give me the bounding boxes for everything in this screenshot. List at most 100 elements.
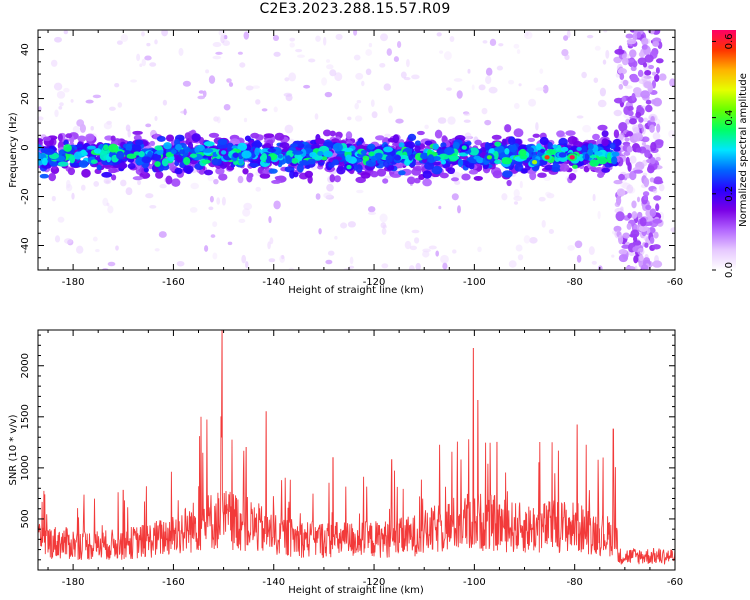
spectrogram-cell <box>597 156 608 165</box>
spectrogram-cell <box>624 137 630 142</box>
spectrogram-cell <box>207 175 215 182</box>
spectrogram-cell <box>592 193 596 202</box>
spectrogram-cell <box>165 175 173 185</box>
spectrogram-cell <box>154 39 158 45</box>
spectrogram-cell <box>248 162 260 168</box>
spectrogram-cell <box>107 261 116 267</box>
spectrogram-cell <box>263 133 275 139</box>
spectrogram-cell <box>208 132 220 138</box>
spectrogram-cell <box>637 69 644 78</box>
spectrogram-cell <box>463 112 471 117</box>
spectrogram-cell <box>162 99 168 106</box>
spectrogram-cell <box>481 107 488 115</box>
spectrogram-cell <box>649 236 655 244</box>
spectrogram-y-label: Frequency (Hz) <box>8 112 19 188</box>
spectrogram-cell <box>239 62 246 68</box>
spectrogram-cell <box>144 55 152 61</box>
spectrogram-cell <box>518 83 522 87</box>
spectrogram-cell <box>292 150 304 155</box>
y-tick-label: -40 <box>20 237 31 253</box>
spectrogram-cell <box>154 248 160 252</box>
spectrogram-cell <box>406 176 416 185</box>
spectrogram-cell <box>273 106 278 113</box>
spectrogram-cell <box>626 131 634 137</box>
spectrogram-cell <box>501 138 507 147</box>
spectrogram-cell <box>48 172 57 182</box>
spectrogram-cell <box>141 58 147 67</box>
spectrogram-cell <box>308 58 316 63</box>
spectrogram-cell <box>241 254 247 264</box>
spectrogram-cell <box>117 102 123 108</box>
spectrogram-cell <box>618 121 628 132</box>
spectrogram-cell <box>57 216 65 223</box>
spectrogram-cell <box>645 99 652 105</box>
spectrogram-cell <box>572 164 578 169</box>
spectrogram-cell <box>132 176 144 181</box>
spectrogram-cell <box>326 64 334 70</box>
snr-frame <box>37 329 676 571</box>
spectrogram-cell <box>640 90 651 99</box>
spectrogram-cell <box>67 167 76 176</box>
spectrogram-cell <box>70 162 82 168</box>
spectrogram-cell <box>131 143 142 152</box>
spectrogram-cell <box>220 34 225 44</box>
snr-x-axis: -180 -160 -140 -120 -100 -80 -60 <box>47 330 683 588</box>
spectrogram-cell <box>63 87 70 93</box>
spectrogram-cell <box>170 149 177 155</box>
spectrogram-cell <box>540 148 546 154</box>
spectrogram-cell <box>347 116 352 121</box>
spectrogram-cell <box>405 141 416 149</box>
spectrogram-cell <box>243 117 248 123</box>
spectrogram-cell <box>108 167 118 174</box>
spectrogram-cell <box>416 130 425 136</box>
spectrogram-cell <box>107 205 114 214</box>
spectrogram-cell <box>488 148 495 154</box>
spectrogram-cell <box>658 73 667 81</box>
spectrogram-cell <box>601 130 609 138</box>
spectrogram-cell <box>87 145 96 150</box>
spectrogram-cell <box>161 158 169 167</box>
spectrogram-cell <box>563 35 569 41</box>
spectrogram-cell <box>633 87 642 95</box>
x-tick-label: -80 <box>567 277 583 288</box>
spectrogram-cell <box>332 142 343 152</box>
spectrogram-cell <box>515 244 523 252</box>
spectrogram-cell <box>261 108 268 112</box>
spectrogram-cell <box>494 141 502 147</box>
spectrogram-cell <box>668 129 675 138</box>
spectrogram-cell <box>252 85 260 89</box>
spectrogram-cell <box>303 84 311 89</box>
spectrogram-cell <box>163 142 172 150</box>
spectrogram-cell <box>343 147 354 153</box>
spectrogram-cell <box>605 49 610 59</box>
spectrogram-cell <box>447 167 456 175</box>
spectrogram-cell <box>424 140 433 146</box>
spectrogram-cell <box>381 263 389 269</box>
spectrogram-cell <box>143 167 149 173</box>
spectrogram-cell <box>105 180 110 184</box>
spectrogram-cell <box>42 157 48 166</box>
spectrogram-cell <box>329 174 336 183</box>
spectrogram-cell <box>613 225 622 233</box>
spectrogram-cell <box>632 60 638 68</box>
spectrogram-cell <box>250 132 260 139</box>
spectrogram-cell <box>259 173 271 179</box>
spectrogram-cell <box>613 179 623 185</box>
spectrogram-cell <box>452 249 457 254</box>
spectrogram-cell <box>222 40 230 47</box>
spectrogram-cell <box>498 43 504 47</box>
x-tick-label: -60 <box>667 577 683 588</box>
spectrogram-cell <box>183 165 194 174</box>
spectrogram-cell <box>643 177 650 188</box>
spectrogram-cell <box>461 173 471 181</box>
spectrogram-cell <box>324 91 333 98</box>
spectrogram-cell <box>652 260 663 268</box>
snr-panel: -180 -160 -140 -120 -100 -80 -60 500 1000 1500 20… <box>8 329 683 596</box>
spectrogram-cell <box>336 166 346 175</box>
spectrogram-cell <box>626 145 633 153</box>
spectrogram-cell <box>156 135 166 142</box>
spectrogram-cell <box>403 77 411 81</box>
spectrogram-cell <box>361 80 365 87</box>
spectrogram-cell <box>643 194 648 201</box>
spectrogram-cell <box>176 260 185 267</box>
